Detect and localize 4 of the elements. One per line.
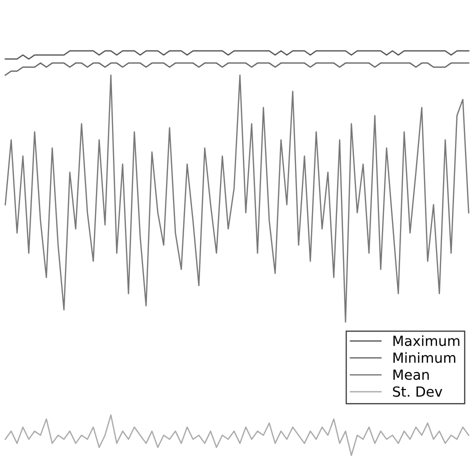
legend-label: Maximum: [393, 335, 460, 346]
legend-label: Mean: [393, 370, 429, 380]
legend-label: St. Dev: [393, 386, 442, 397]
legend-label: Minimum: [393, 352, 456, 363]
